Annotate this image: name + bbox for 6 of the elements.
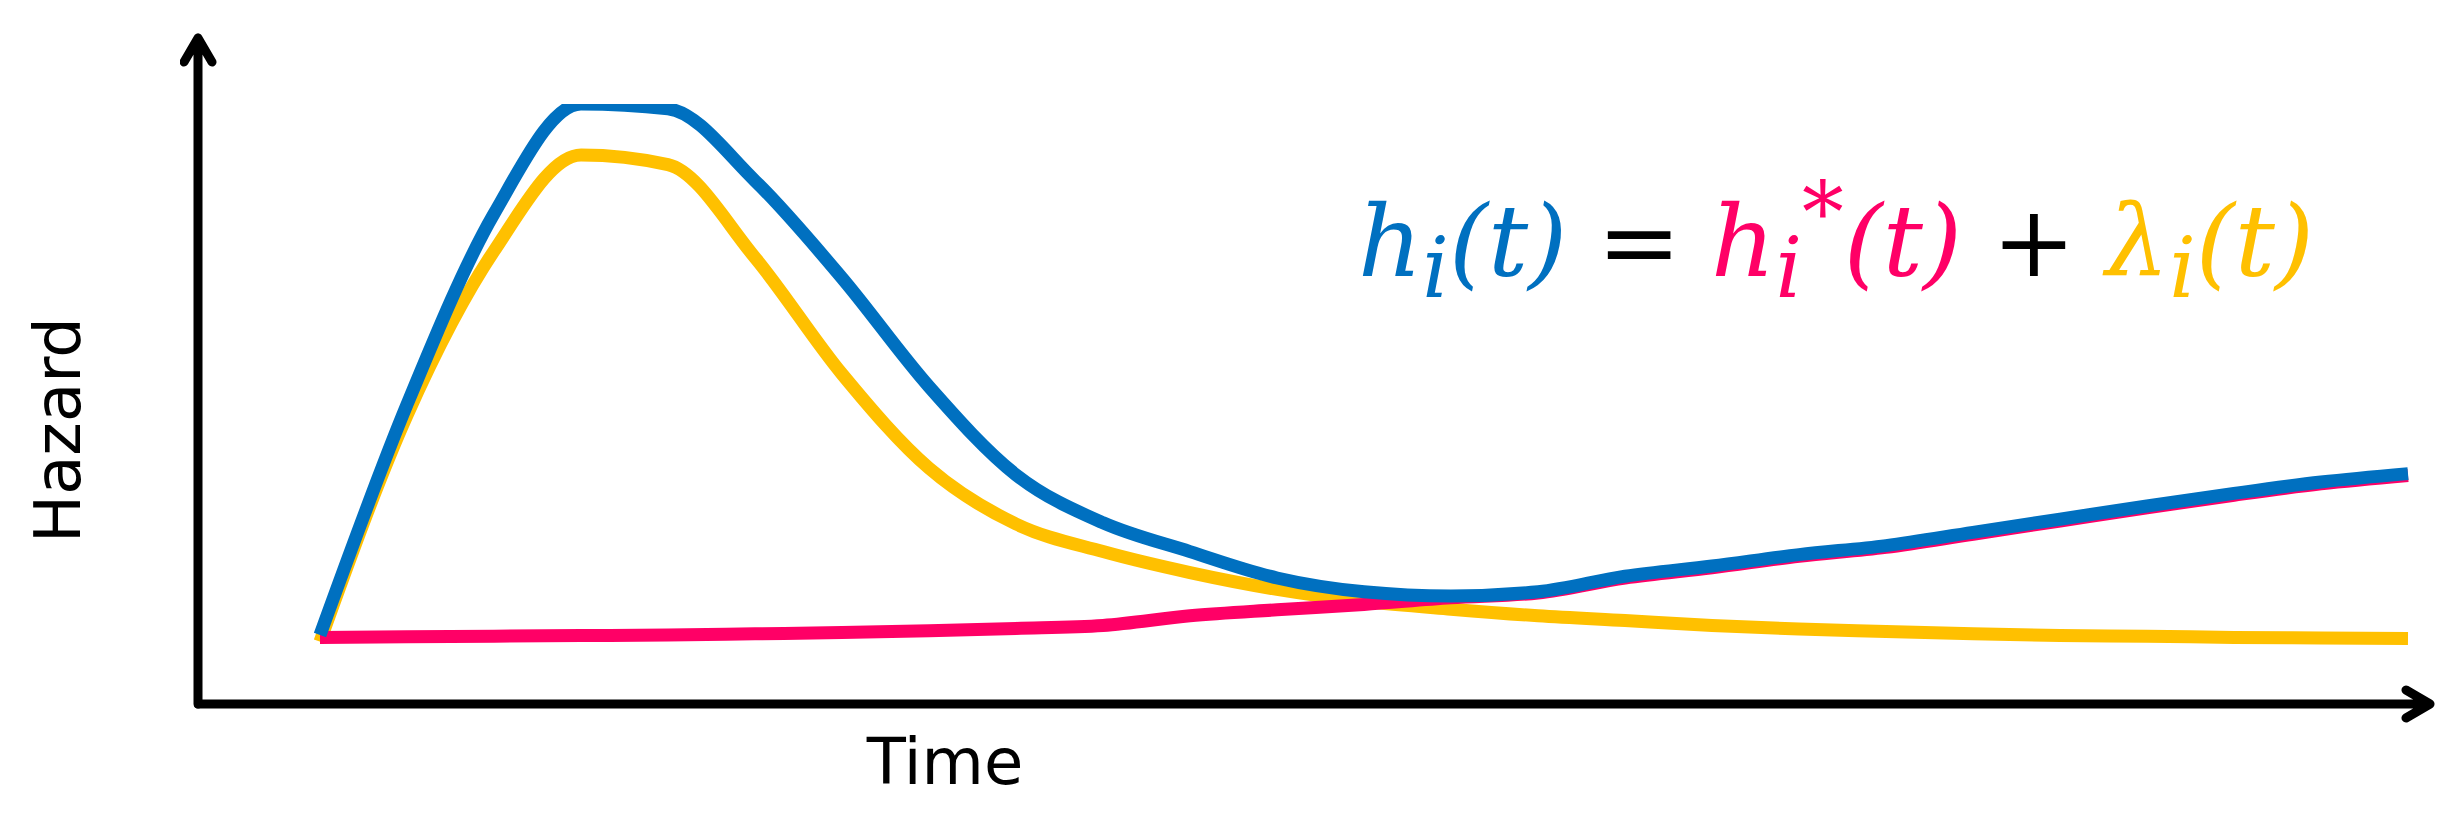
- y-axis-title: Hazard: [21, 317, 95, 543]
- text: h$_{i}$$^{*}$(t): [1710, 165, 1962, 318]
- annotation: =: [1597, 183, 1681, 301]
- annotation: +: [1991, 183, 2076, 301]
- text: h$_{i}$(t): [1357, 183, 1568, 318]
- x-axis-title: Time: [866, 725, 1024, 799]
